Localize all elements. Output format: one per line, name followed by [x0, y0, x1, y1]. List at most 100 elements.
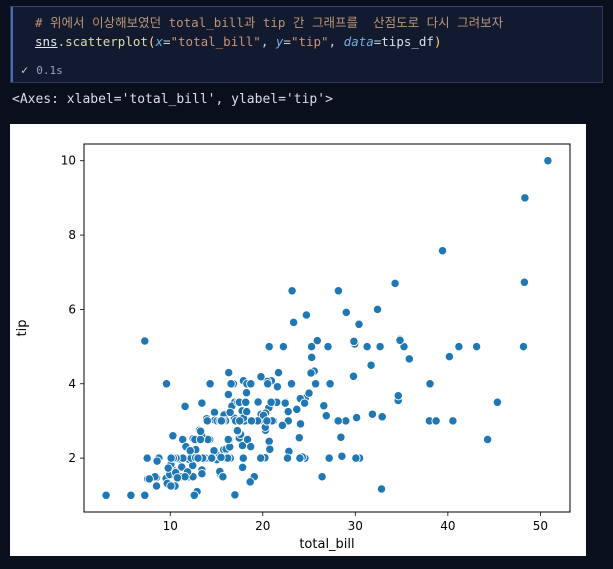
- scatter-point: [224, 367, 234, 378]
- code-line[interactable]: sns.scatterplot(x="total_bill", y="tip",…: [35, 32, 594, 51]
- code-token-op: =: [162, 34, 171, 49]
- scatter-point: [144, 474, 154, 484]
- scatter-point: [337, 451, 347, 461]
- scatter-point: [349, 336, 359, 347]
- scatter-point: [375, 341, 385, 352]
- scatter-point: [152, 456, 162, 466]
- scatter-point: [319, 401, 329, 411]
- scatter-point: [492, 397, 503, 407]
- scatter-point: [166, 453, 176, 463]
- scatter-point: [351, 412, 362, 423]
- scatter-point: [185, 446, 195, 456]
- scatter-point: [235, 416, 245, 426]
- x-tick-label: 40: [440, 519, 455, 533]
- scatter-point: [273, 367, 284, 378]
- scatter-point: [306, 368, 316, 378]
- y-tick-label: 4: [68, 377, 76, 391]
- x-tick-label: 20: [255, 519, 270, 533]
- code-cell[interactable]: # 위에서 이상해보였던 total_bill과 tip 간 그래프를 산점도로…: [10, 6, 603, 83]
- scatter-point: [241, 397, 251, 407]
- code-token-op: =: [373, 34, 382, 49]
- scatter-point: [161, 379, 172, 389]
- scatter-point: [377, 412, 387, 422]
- scatter-point: [280, 398, 290, 408]
- scatter-point: [272, 382, 283, 392]
- scatter-point: [142, 453, 152, 463]
- scatter-point: [225, 407, 235, 418]
- code-line[interactable]: # 위에서 이상해보였던 total_bill과 tip 간 그래프를 산점도로…: [35, 13, 594, 32]
- code-token-plain: .: [57, 34, 66, 49]
- scatter-point: [218, 472, 228, 482]
- scatter-point: [454, 341, 464, 352]
- scatter-point: [404, 354, 414, 364]
- code-token-plain: ,: [328, 34, 344, 49]
- scatter-point: [195, 426, 206, 436]
- scatter-point: [520, 193, 530, 203]
- code-editor[interactable]: # 위에서 이상해보였던 total_bill과 tip 간 그래프를 산점도로…: [35, 13, 594, 51]
- scatter-point: [393, 391, 403, 401]
- scatter-point: [437, 246, 448, 256]
- scatter-point: [262, 416, 272, 426]
- scatter-point: [168, 431, 178, 441]
- scatter-point: [151, 481, 162, 491]
- scatter-point: [246, 379, 256, 389]
- scatter-point: [216, 452, 226, 463]
- scatter-point: [336, 432, 346, 442]
- scatter-point: [245, 477, 255, 487]
- scatter-point: [193, 453, 203, 463]
- scatter-point: [180, 472, 190, 482]
- scatter-point: [238, 453, 248, 463]
- scatter-point: [288, 317, 299, 328]
- code-token-kwarg: data: [343, 34, 374, 49]
- scatter-point: [163, 463, 173, 473]
- execution-status: ✓ 0.1s: [21, 63, 63, 77]
- axes-frame: [83, 143, 571, 513]
- scatter-point: [519, 277, 530, 287]
- scatter-point: [341, 416, 351, 426]
- scatter-point: [264, 436, 274, 447]
- y-tick-label: 10: [61, 154, 76, 168]
- scatter-point: [395, 335, 405, 345]
- scatter-point: [425, 379, 435, 389]
- scatter-point: [246, 441, 256, 452]
- scatter-point: [518, 341, 529, 352]
- scatter-point: [362, 341, 372, 352]
- x-tick-label: 30: [348, 519, 363, 533]
- scatter-point: [367, 409, 378, 419]
- code-token-kwarg: x: [155, 34, 163, 49]
- scatter-point: [304, 388, 314, 398]
- scatter-point: [189, 490, 199, 500]
- scatter-point: [209, 407, 220, 418]
- code-token-var: tips_df: [381, 34, 434, 49]
- scatter-point: [292, 404, 302, 415]
- execution-time-label: 0.1s: [36, 63, 63, 77]
- scatter-point: [246, 416, 257, 426]
- cell-output-text: <Axes: xlabel='total_bill', ylabel='tip'…: [12, 92, 333, 107]
- scatter-point: [265, 444, 275, 454]
- code-token-plain: ,: [260, 34, 276, 49]
- code-token-paren: (: [147, 34, 156, 49]
- scatter-point: [126, 490, 136, 500]
- y-tick-label: 8: [68, 228, 76, 242]
- scatter-point: [317, 472, 327, 482]
- scatter-point: [376, 484, 387, 494]
- scatter-point: [310, 379, 321, 389]
- cell-focus-bar: [11, 7, 13, 82]
- scatter-point: [306, 341, 317, 352]
- scatter-point: [230, 490, 240, 500]
- scatter-point: [282, 453, 293, 463]
- scatter-point: [277, 420, 288, 431]
- scatter-point: [226, 379, 236, 389]
- scatter-point: [299, 398, 310, 408]
- scatter-point: [366, 360, 376, 370]
- scatter-point: [264, 341, 274, 352]
- scatter-point: [321, 411, 331, 421]
- scatter-point: [482, 434, 493, 445]
- scatter-point: [242, 406, 252, 417]
- y-tick-label: 2: [68, 451, 76, 465]
- scatter-point: [278, 341, 289, 352]
- scatter-point: [307, 352, 317, 363]
- scatter-point: [333, 416, 343, 426]
- scatter-point: [351, 453, 361, 463]
